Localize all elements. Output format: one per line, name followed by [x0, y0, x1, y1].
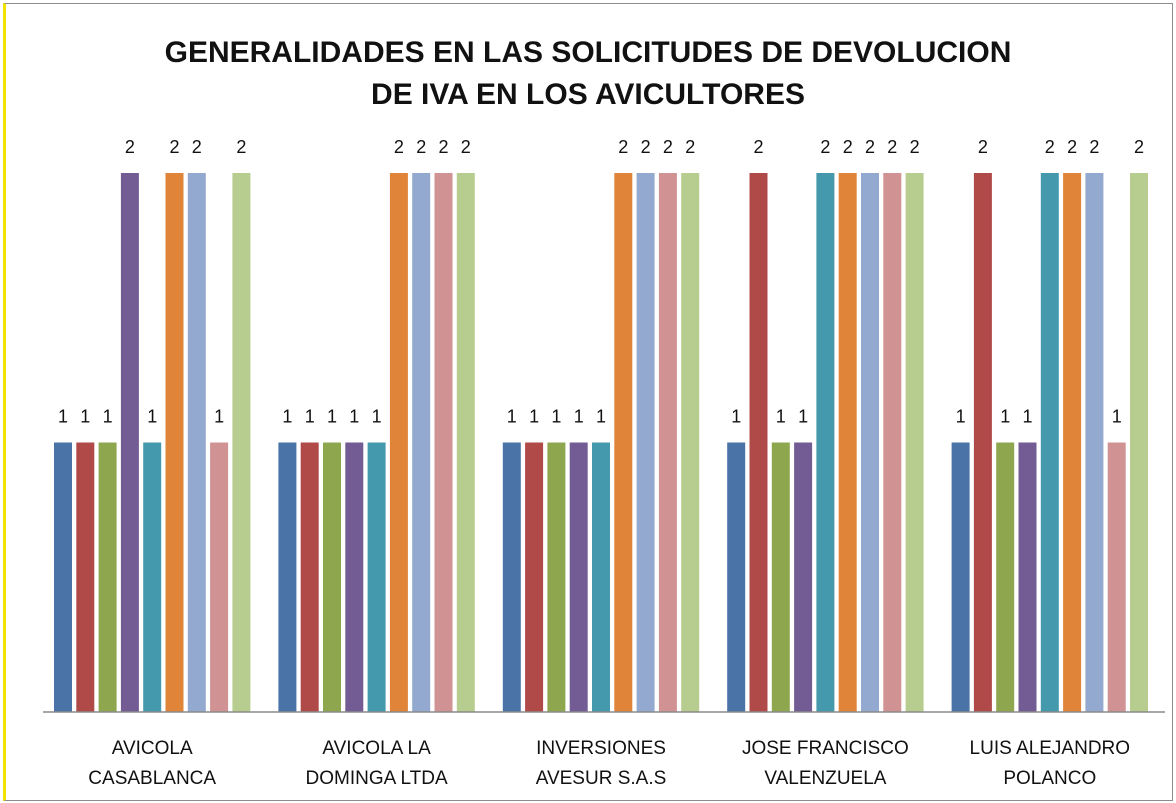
data-label: 2 — [843, 137, 853, 157]
data-label: 2 — [887, 137, 897, 157]
data-label: 2 — [236, 137, 246, 157]
bar — [569, 442, 588, 712]
bar — [658, 173, 677, 712]
bar — [412, 173, 431, 712]
data-label: 1 — [147, 407, 157, 427]
data-label: 2 — [618, 137, 628, 157]
data-label: 2 — [753, 137, 763, 157]
data-label: 2 — [1067, 137, 1077, 157]
data-label: 1 — [596, 407, 606, 427]
bar — [278, 442, 297, 712]
bar — [1018, 442, 1037, 712]
data-label: 2 — [910, 137, 920, 157]
bar — [883, 173, 902, 712]
bar — [210, 442, 229, 712]
data-label: 2 — [641, 137, 651, 157]
bar — [1107, 442, 1126, 712]
bar — [367, 442, 386, 712]
data-label: 2 — [461, 137, 471, 157]
data-label: 1 — [776, 407, 786, 427]
data-label: 2 — [685, 137, 695, 157]
data-label: 2 — [169, 137, 179, 157]
data-label: 1 — [103, 407, 113, 427]
bar — [816, 173, 835, 712]
data-label: 2 — [125, 137, 135, 157]
data-label: 1 — [731, 407, 741, 427]
chart-title: GENERALIDADES EN LAS SOLICITUDES DE DEVO… — [164, 36, 1012, 111]
x-tick-label: JOSE FRANCISCO VALENZUELA — [741, 738, 909, 789]
bar — [323, 442, 341, 712]
data-label: 1 — [1112, 407, 1122, 427]
data-label: 1 — [282, 407, 292, 427]
data-label: 2 — [1045, 137, 1055, 157]
data-label: 2 — [416, 137, 426, 157]
bar — [905, 173, 924, 712]
data-label: 1 — [327, 407, 337, 427]
bar — [120, 173, 139, 712]
bar — [951, 442, 970, 712]
bar — [525, 442, 544, 712]
data-label: 2 — [438, 137, 448, 157]
data-label: 2 — [820, 137, 830, 157]
data-label: 1 — [58, 407, 68, 427]
bar — [996, 442, 1015, 712]
bar — [547, 442, 566, 712]
data-label: 1 — [507, 407, 517, 427]
bar — [143, 442, 162, 712]
x-tick-label: LUIS ALEJANDRO POLANCO — [969, 738, 1131, 789]
bar — [861, 173, 879, 712]
bar — [232, 173, 251, 712]
data-label: 1 — [956, 407, 966, 427]
bar — [771, 442, 790, 712]
bar — [434, 173, 453, 712]
x-tick-label: INVERSIONES AVESUR S.A.S — [535, 738, 667, 789]
data-label: 1 — [574, 407, 584, 427]
bar — [1085, 173, 1104, 712]
bar — [838, 173, 857, 712]
bar — [389, 173, 408, 712]
bar — [681, 173, 700, 712]
data-label: 1 — [372, 407, 382, 427]
chart-frame — [3, 3, 1173, 801]
data-label: 1 — [1022, 407, 1032, 427]
data-label: 1 — [214, 407, 224, 427]
data-label: 2 — [394, 137, 404, 157]
bar — [973, 173, 992, 712]
bar — [592, 442, 610, 712]
data-label: 1 — [305, 407, 315, 427]
x-tick-label: AVICOLA LA DOMINGA LTDA — [305, 738, 448, 789]
data-label: 2 — [192, 137, 202, 157]
data-label: 1 — [80, 407, 90, 427]
bar — [456, 173, 475, 712]
bar — [345, 442, 364, 712]
bar — [76, 442, 95, 712]
data-label: 2 — [1134, 137, 1144, 157]
bar — [727, 442, 746, 712]
data-label: 2 — [978, 137, 988, 157]
data-label: 1 — [551, 407, 561, 427]
bar — [1040, 173, 1059, 712]
bar — [794, 442, 813, 712]
bar — [1130, 173, 1148, 712]
bar — [614, 173, 633, 712]
data-label: 1 — [1000, 407, 1010, 427]
bar — [54, 442, 72, 712]
bar — [187, 173, 206, 712]
bar — [300, 442, 319, 712]
x-tick-label: AVICOLA CASABLANCA — [88, 738, 217, 789]
data-label: 2 — [663, 137, 673, 157]
data-label: 1 — [349, 407, 359, 427]
data-label: 2 — [865, 137, 875, 157]
bar — [165, 173, 184, 712]
data-label: 1 — [529, 407, 539, 427]
bar — [636, 173, 655, 712]
data-label: 2 — [1089, 137, 1099, 157]
bar — [502, 442, 521, 712]
bar — [1063, 173, 1082, 712]
data-label: 1 — [798, 407, 808, 427]
bar — [98, 442, 117, 712]
bar — [749, 173, 768, 712]
